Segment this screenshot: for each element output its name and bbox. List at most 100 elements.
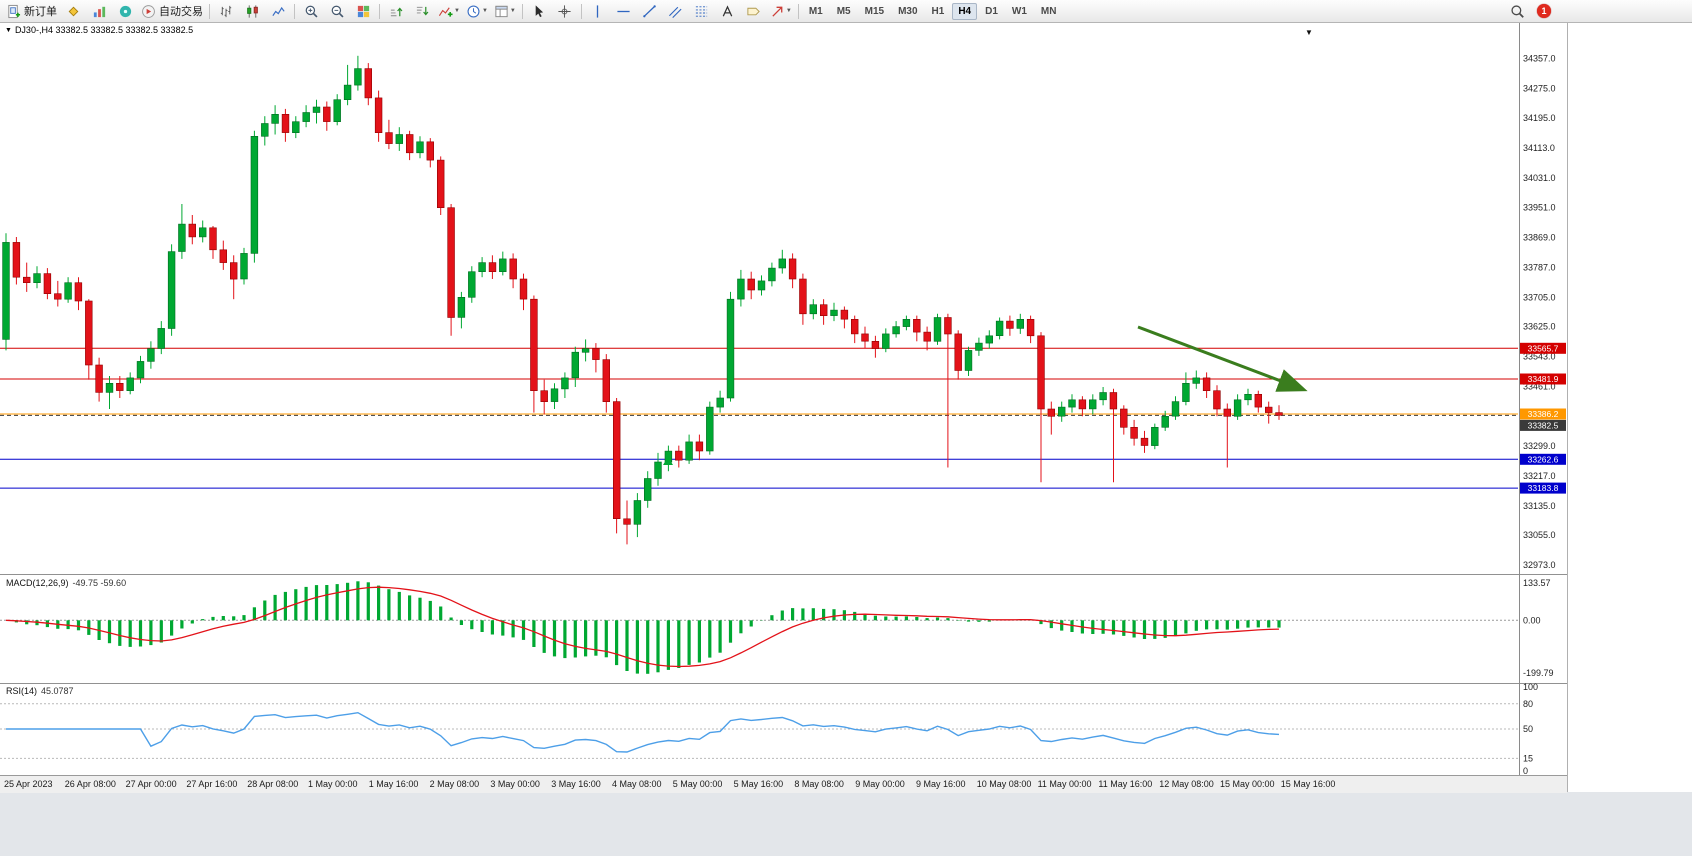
time-axis-label: 10 May 08:00 bbox=[976, 779, 1032, 789]
rsi-axis-label: 0 bbox=[1523, 766, 1528, 775]
timeframe-M5-button[interactable]: M5 bbox=[836, 5, 851, 17]
toolbar-separator bbox=[294, 3, 295, 19]
crosshair-icon bbox=[557, 4, 572, 19]
buy-arrow-marker[interactable] bbox=[663, 457, 673, 465]
price-level-tag-text: 33262.6 bbox=[1528, 454, 1559, 464]
symbol-label[interactable]: ▼ DJ30-,H4 33382.5 33382.5 33382.5 33382… bbox=[5, 25, 193, 35]
price-axis-label: 33461.0 bbox=[1523, 382, 1556, 392]
time-axis-label: 1 May 16:00 bbox=[368, 779, 419, 789]
auto-trading-button[interactable]: 自动交易 bbox=[138, 0, 206, 22]
macd-signal-line bbox=[5, 586, 1280, 668]
indicators-button[interactable]: ▼ bbox=[435, 0, 463, 22]
vertical-line-button[interactable] bbox=[585, 0, 611, 22]
chart-line-icon bbox=[271, 4, 286, 19]
time-axis-label: 12 May 08:00 bbox=[1159, 779, 1214, 789]
time-axis-label: 15 May 00:00 bbox=[1220, 779, 1275, 789]
crosshair-button[interactable] bbox=[552, 0, 578, 22]
trendline-button[interactable] bbox=[637, 0, 663, 22]
macd-axis-label: 133.57 bbox=[1523, 578, 1551, 588]
chart-candles-button[interactable] bbox=[239, 0, 265, 22]
indicators-icon bbox=[438, 4, 453, 19]
tile-windows-icon bbox=[356, 4, 371, 19]
dropdown-caret-icon: ▼ bbox=[509, 8, 516, 14]
vertical-line-icon bbox=[590, 4, 605, 19]
arrange-ascending-icon bbox=[389, 4, 404, 19]
fibonacci-retracement-button[interactable] bbox=[689, 0, 715, 22]
timeframe-M15-button[interactable]: M15 bbox=[864, 5, 885, 17]
arrange-descending-button[interactable] bbox=[409, 0, 435, 22]
time-axis-label: 27 Apr 00:00 bbox=[125, 779, 177, 789]
time-axis-label: 26 Apr 08:00 bbox=[64, 779, 116, 789]
equidistant-channel-button[interactable] bbox=[663, 0, 689, 22]
time-axis-label: 3 May 16:00 bbox=[551, 779, 601, 789]
new-order-button[interactable]: 新订单 bbox=[3, 0, 60, 22]
arrow-objects-button[interactable]: ▼ bbox=[767, 0, 795, 22]
timeframe-MN-button[interactable]: MN bbox=[1040, 5, 1057, 17]
dropdown-caret-icon: ▼ bbox=[454, 8, 460, 14]
toolbar-separator bbox=[209, 3, 210, 19]
market-watch-icon bbox=[66, 4, 81, 19]
chart-canvas[interactable]: 34357.0 34275.0 34195.0 34113.0 34031.0 33951… bbox=[0, 22, 1567, 776]
profiles-button[interactable] bbox=[86, 0, 112, 22]
time-axis-label: 1 May 00:00 bbox=[308, 779, 358, 789]
toolbar-right: 1 bbox=[1504, 0, 1551, 22]
chart-menu-caret-icon[interactable]: ▼ bbox=[1305, 28, 1313, 37]
tile-windows-button[interactable] bbox=[350, 0, 376, 22]
cursor-button[interactable] bbox=[526, 0, 552, 22]
zoom-out-button[interactable] bbox=[324, 0, 350, 22]
macd-axis-label: -199.79 bbox=[1523, 668, 1554, 678]
text-label-button[interactable] bbox=[741, 0, 767, 22]
price-axis-label: 34275.0 bbox=[1523, 84, 1556, 94]
text-button[interactable] bbox=[715, 0, 741, 22]
rsi-value: 45.0787 bbox=[41, 686, 74, 696]
rsi-axis-label: 50 bbox=[1523, 724, 1533, 734]
chart-line-button[interactable] bbox=[265, 0, 291, 22]
price-axis[interactable]: 34357.0 34275.0 34195.0 34113.0 34031.0 33951… bbox=[1523, 54, 1556, 571]
time-axis-label: 4 May 08:00 bbox=[612, 779, 662, 789]
periods-menu-button[interactable]: ▼ bbox=[463, 0, 491, 22]
rsi-name: RSI(14) bbox=[6, 686, 38, 696]
price-axis-label: 34031.0 bbox=[1523, 173, 1556, 183]
price-level-tag-text: 33481.9 bbox=[1528, 374, 1559, 384]
time-axis-label: 8 May 08:00 bbox=[794, 779, 844, 789]
price-level-tag bbox=[1520, 408, 1566, 420]
price-level-tag bbox=[1520, 373, 1566, 385]
price-axis-label: 33055.0 bbox=[1523, 530, 1556, 540]
timeframe-M1-button[interactable]: M1 bbox=[808, 5, 823, 17]
main-chart-svg[interactable]: 34357.0 34275.0 34195.0 34113.0 34031.0 33951… bbox=[0, 22, 1567, 776]
price-level-tag bbox=[1520, 419, 1566, 431]
market-watch-button[interactable] bbox=[60, 0, 86, 22]
rsi-header: RSI(14) 45.0787 bbox=[6, 686, 74, 696]
zoom-in-button[interactable] bbox=[298, 0, 324, 22]
trend-arrow-annotation[interactable] bbox=[1137, 325, 1308, 392]
price-axis-label: 32973.0 bbox=[1523, 560, 1556, 570]
templates-button[interactable]: ▼ bbox=[491, 0, 519, 22]
navigator-button[interactable] bbox=[112, 0, 138, 22]
timeframe-M30-button[interactable]: M30 bbox=[898, 5, 918, 17]
macd-axis-label: 0.00 bbox=[1523, 615, 1541, 625]
horizontal-line-button[interactable] bbox=[611, 0, 637, 22]
timeframe-H1-button[interactable]: H1 bbox=[931, 5, 945, 17]
timeframe-W1-button[interactable]: W1 bbox=[1011, 5, 1027, 17]
toolbar-separator bbox=[379, 3, 380, 19]
periods-menu-icon bbox=[466, 4, 481, 19]
search-button[interactable] bbox=[1504, 0, 1530, 22]
rsi-axis-label: 80 bbox=[1523, 699, 1533, 709]
macd-name: MACD(12,26,9) bbox=[6, 578, 69, 588]
time-axis[interactable]: 25 Apr 2023 26 Apr 08:00 27 Apr 00:00 27 Ap… bbox=[0, 775, 1567, 793]
toolbar-separator bbox=[797, 3, 799, 19]
chart-bars-button[interactable] bbox=[213, 0, 239, 22]
price-axis-label: 33543.0 bbox=[1523, 352, 1556, 362]
new-order-label: 新订单 bbox=[24, 6, 57, 18]
time-axis-label: 9 May 16:00 bbox=[916, 779, 966, 789]
timeframe-D1-button[interactable]: D1 bbox=[985, 5, 998, 17]
timeframe-H4-button[interactable]: H4 bbox=[952, 2, 978, 20]
notification-badge[interactable]: 1 bbox=[1537, 4, 1551, 18]
price-axis-label: 33217.0 bbox=[1523, 471, 1556, 481]
macd-header: MACD(12,26,9) -49.75 -59.60 bbox=[6, 578, 126, 588]
navigator-icon bbox=[118, 4, 133, 19]
time-axis-label: 2 May 08:00 bbox=[429, 779, 480, 789]
arrange-ascending-button[interactable] bbox=[383, 0, 409, 22]
price-level-tag-text: 33183.8 bbox=[1528, 483, 1559, 493]
